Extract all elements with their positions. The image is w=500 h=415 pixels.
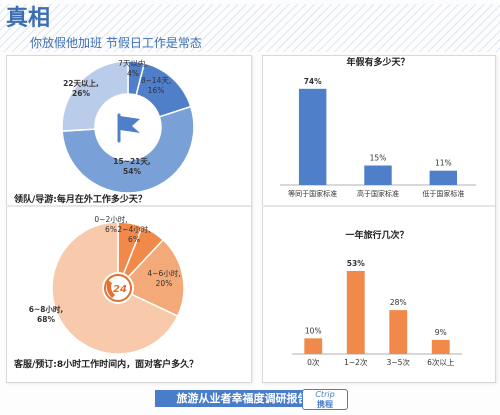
- annual-leave-value-label: 74%: [304, 77, 322, 86]
- annual-leave-category-label: 低于国家标准: [422, 189, 464, 198]
- left-divider: [6, 205, 251, 207]
- donut-label: 8~14天, 16%: [141, 76, 171, 95]
- annual-leave-category-label: 等同于国家标准: [288, 189, 337, 198]
- annual-leave-bar: [298, 88, 327, 185]
- 24h-phone-icon: 24: [102, 272, 134, 304]
- annual-leave-value-label: 11%: [435, 159, 452, 168]
- chart1-title: 领队/导游:每月在外工作多少天？: [14, 195, 147, 205]
- ctrip-logo-sub: 携程: [317, 400, 333, 409]
- donut-slice: [61, 105, 195, 194]
- ctrip-logo-text: Ctrip: [315, 390, 335, 399]
- annual-leave-category-label: 高于国家标准: [357, 189, 399, 198]
- pie-label: 0~2小时, 6%: [94, 214, 127, 234]
- trips-category-label: 6次以上: [427, 357, 455, 367]
- header-stripe: [0, 4, 500, 52]
- annual-leave-value-label: 15%: [370, 154, 387, 163]
- annual-leave-bar: [429, 170, 458, 185]
- report-banner: 旅游从业者幸福度调研报告: [155, 390, 330, 407]
- trips-value-label: 9%: [435, 328, 447, 337]
- pie-label: 6~8小时, 68%: [29, 304, 64, 324]
- page-title: 真相: [6, 6, 51, 31]
- trips-bar: [389, 310, 408, 354]
- trips-value-label: 53%: [347, 259, 365, 268]
- page-subtitle: 你放假他加班 节假日工作是常态: [30, 36, 202, 50]
- donut-label: 22天以上, 26%: [63, 78, 99, 98]
- annual-leave-title: 年假有多少天？: [346, 57, 409, 68]
- trips-category-label: 1~2次: [344, 357, 368, 367]
- trips-title: 一年旅行几次？: [345, 229, 408, 241]
- pie-label: 4~6小时, 20%: [147, 268, 180, 288]
- right-panel: [262, 55, 496, 383]
- donut-label: 7天以内, 4%: [118, 58, 148, 78]
- trips-bar: [431, 339, 450, 354]
- trips-bar: [346, 270, 365, 354]
- pie-label: 2~4小时, 6%: [117, 224, 150, 244]
- bar-chart-annual-leave: 年假有多少天？ 74% 等同于国家标准 15% 高于国家标准 11% 低于国家标准: [280, 57, 476, 198]
- trips-value-label: 10%: [305, 326, 322, 335]
- flag-icon: [117, 113, 140, 143]
- pie-chart-service-hours: 24 0~2小时, 6% 2~4小时, 6% 4~6小时, 20% 6~8小时, 68%: [29, 214, 185, 355]
- donut-slice: [61, 60, 129, 132]
- trips-bar: [304, 338, 323, 354]
- center-label: 24: [113, 284, 127, 295]
- trips-value-label: 28%: [390, 298, 407, 307]
- donut-label: 15~21天, 54%: [113, 157, 151, 176]
- ctrip-logo: Ctrip 携程: [302, 389, 348, 410]
- bar-chart-trips-per-year: 一年旅行几次？ 10% 0次 53% 1~2次 28% 3~5次 9% 6次以上: [292, 229, 462, 367]
- annual-leave-bar: [364, 165, 392, 185]
- trips-category-label: 3~5次: [387, 357, 411, 367]
- trips-category-label: 0次: [307, 357, 320, 367]
- pie-slice: [116, 238, 185, 318]
- chart3-title: 客服/预订:8小时工作时间内，面对客户多久？: [14, 360, 199, 370]
- donut-chart-guide-days: 7天以内, 4%8~14天, 16% 15~21天, 54% 22天以上, 26%: [61, 58, 195, 194]
- right-divider: [262, 205, 495, 207]
